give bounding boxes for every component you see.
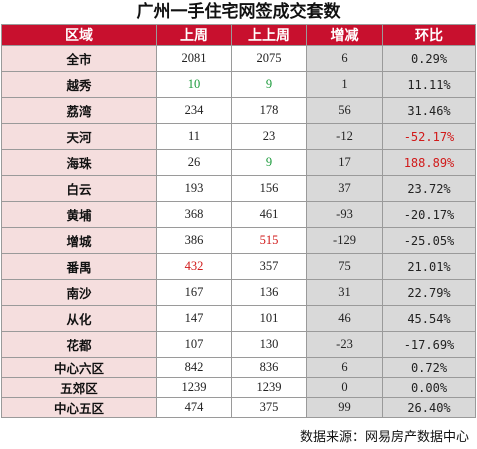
header-prev-week: 上上周 (231, 24, 307, 46)
prev-week-cell: 23 (231, 123, 307, 150)
header-change: 增减 (306, 24, 383, 46)
last-week-cell: 234 (156, 97, 232, 124)
ratio-cell: 26.40% (382, 397, 476, 418)
ratio-cell: 23.72% (382, 175, 476, 202)
table-row: 增城 386 515 -129 -25.05% (1, 227, 476, 254)
region-cell: 中心六区 (1, 357, 157, 378)
ratio-cell: -25.05% (382, 227, 476, 254)
header-ratio: 环比 (382, 24, 476, 46)
last-week-cell: 368 (156, 201, 232, 228)
prev-week-cell: 178 (231, 97, 307, 124)
table-row: 花都 107 130 -23 -17.69% (1, 331, 476, 358)
region-cell: 番禺 (1, 253, 157, 280)
change-cell: -23 (306, 331, 383, 358)
last-week-cell: 167 (156, 279, 232, 306)
ratio-cell: -52.17% (382, 123, 476, 150)
prev-week-cell: 101 (231, 305, 307, 332)
region-cell: 花都 (1, 331, 157, 358)
table-title: 广州一手住宅网签成交套数 (136, 2, 341, 22)
change-cell: 56 (306, 97, 383, 124)
last-week-cell: 11 (156, 123, 232, 150)
table-row: 中心五区 474 375 99 26.40% (1, 397, 476, 418)
change-cell: 37 (306, 175, 383, 202)
table-row: 天河 11 23 -12 -52.17% (1, 123, 476, 150)
change-cell: 99 (306, 397, 383, 418)
data-source: 数据来源：网易房产数据中心 (299, 430, 469, 445)
prev-week-cell: 156 (231, 175, 307, 202)
change-cell: -129 (306, 227, 383, 254)
region-cell: 白云 (1, 175, 157, 202)
table-row: 白云 193 156 37 23.72% (1, 175, 476, 202)
last-week-cell: 26 (156, 149, 232, 176)
header-row: 区域 上周 上上周 增减 环比 (1, 24, 476, 46)
prev-week-cell: 375 (231, 397, 307, 418)
table-row: 南沙 167 136 31 22.79% (1, 279, 476, 306)
region-cell: 黄埔 (1, 201, 157, 228)
change-cell: 46 (306, 305, 383, 332)
prev-week-cell: 2075 (231, 45, 307, 72)
ratio-cell: -17.69% (382, 331, 476, 358)
region-cell: 海珠 (1, 149, 157, 176)
table-row: 五郊区 1239 1239 0 0.00% (1, 377, 476, 398)
region-cell: 五郊区 (1, 377, 157, 398)
table-row: 黄埔 368 461 -93 -20.17% (1, 201, 476, 228)
region-cell: 越秀 (1, 71, 157, 98)
ratio-cell: -20.17% (382, 201, 476, 228)
change-cell: 6 (306, 45, 383, 72)
region-cell: 南沙 (1, 279, 157, 306)
last-week-cell: 386 (156, 227, 232, 254)
ratio-cell: 0.00% (382, 377, 476, 398)
change-cell: 6 (306, 357, 383, 378)
change-cell: -93 (306, 201, 383, 228)
change-cell: -12 (306, 123, 383, 150)
header-region: 区域 (1, 24, 157, 46)
sales-table: 区域 上周 上上周 增减 环比 全市 2081 2075 6 0.29% 越秀 10 9 1 11… (1, 24, 476, 418)
last-week-cell: 1239 (156, 377, 232, 398)
region-cell: 全市 (1, 45, 157, 72)
table-row: 越秀 10 9 1 11.11% (1, 71, 476, 98)
table-row: 中心六区 842 836 6 0.72% (1, 357, 476, 378)
table-row: 全市 2081 2075 6 0.29% (1, 45, 476, 72)
region-cell: 从化 (1, 305, 157, 332)
table-row: 从化 147 101 46 45.54% (1, 305, 476, 332)
region-cell: 荔湾 (1, 97, 157, 124)
table-row: 荔湾 234 178 56 31.46% (1, 97, 476, 124)
ratio-cell: 45.54% (382, 305, 476, 332)
last-week-cell: 10 (156, 71, 232, 98)
last-week-cell: 2081 (156, 45, 232, 72)
last-week-cell: 193 (156, 175, 232, 202)
prev-week-cell: 461 (231, 201, 307, 228)
change-cell: 1 (306, 71, 383, 98)
prev-week-cell: 357 (231, 253, 307, 280)
ratio-cell: 0.72% (382, 357, 476, 378)
region-cell: 中心五区 (1, 397, 157, 418)
table-row: 番禺 432 357 75 21.01% (1, 253, 476, 280)
region-cell: 增城 (1, 227, 157, 254)
prev-week-cell: 515 (231, 227, 307, 254)
prev-week-cell: 9 (231, 149, 307, 176)
ratio-cell: 11.11% (382, 71, 476, 98)
last-week-cell: 432 (156, 253, 232, 280)
change-cell: 0 (306, 377, 383, 398)
prev-week-cell: 836 (231, 357, 307, 378)
ratio-cell: 188.89% (382, 149, 476, 176)
last-week-cell: 107 (156, 331, 232, 358)
last-week-cell: 474 (156, 397, 232, 418)
table-row: 海珠 26 9 17 188.89% (1, 149, 476, 176)
last-week-cell: 147 (156, 305, 232, 332)
change-cell: 17 (306, 149, 383, 176)
last-week-cell: 842 (156, 357, 232, 378)
change-cell: 75 (306, 253, 383, 280)
prev-week-cell: 130 (231, 331, 307, 358)
prev-week-cell: 9 (231, 71, 307, 98)
region-cell: 天河 (1, 123, 157, 150)
header-last-week: 上周 (156, 24, 232, 46)
ratio-cell: 21.01% (382, 253, 476, 280)
prev-week-cell: 136 (231, 279, 307, 306)
ratio-cell: 22.79% (382, 279, 476, 306)
ratio-cell: 31.46% (382, 97, 476, 124)
change-cell: 31 (306, 279, 383, 306)
prev-week-cell: 1239 (231, 377, 307, 398)
ratio-cell: 0.29% (382, 45, 476, 72)
